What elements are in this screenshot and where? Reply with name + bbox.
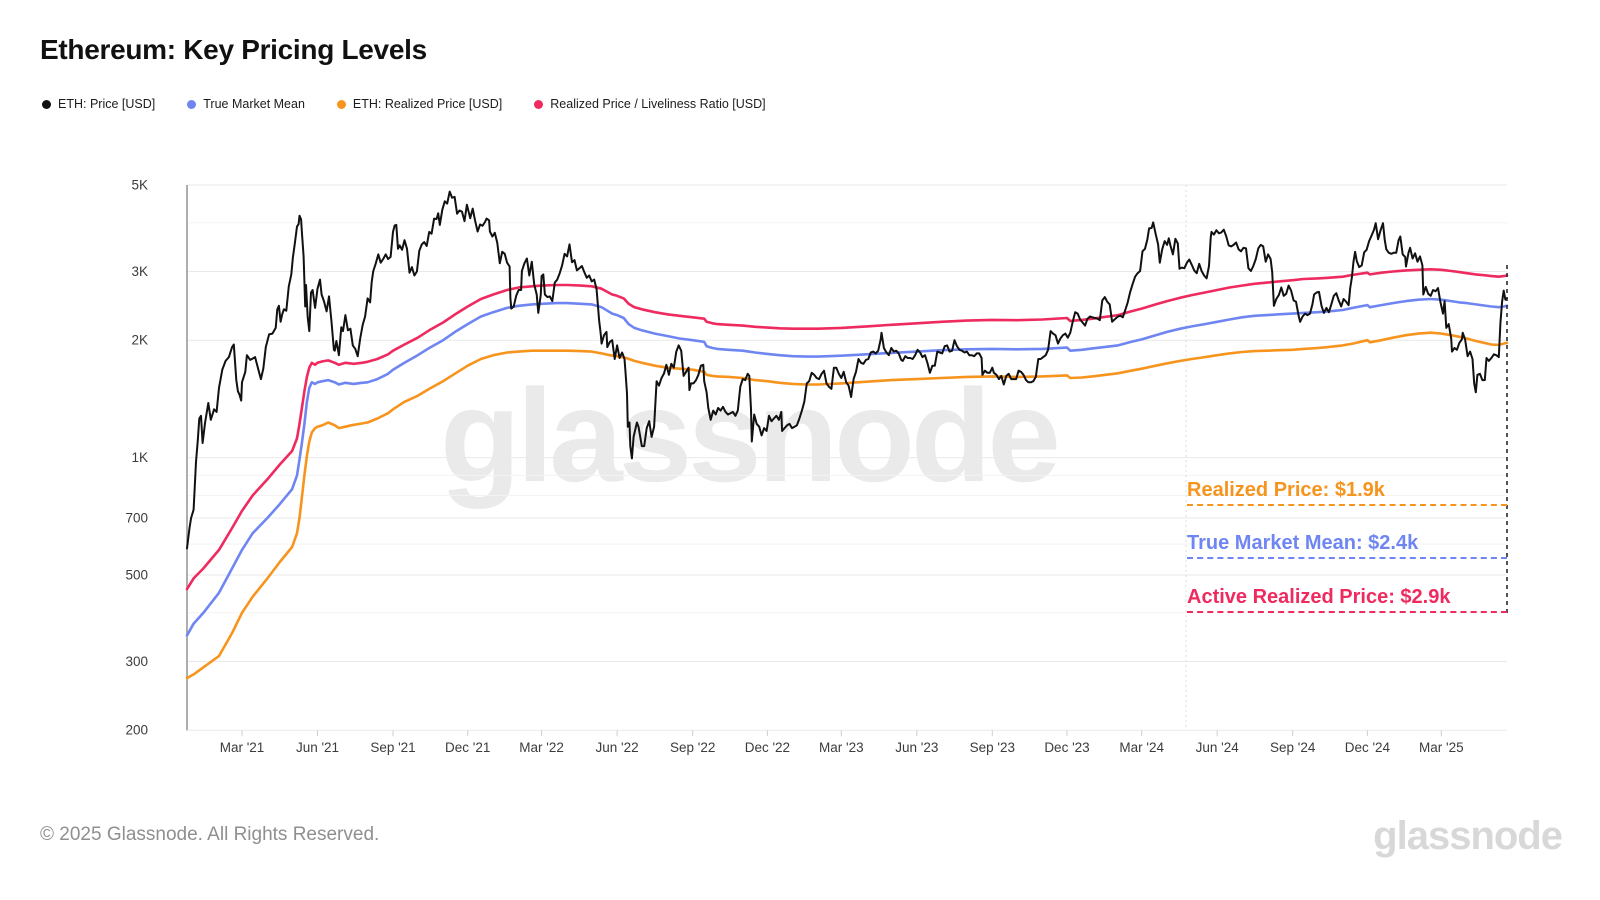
legend-dot-icon — [187, 99, 197, 109]
x-axis-label: Jun '21 — [296, 740, 339, 755]
legend-dot-icon — [336, 99, 346, 109]
legend-label: Realized Price / Liveliness Ratio [USD] — [550, 97, 766, 111]
legend-item-liveliness-ratio-line[interactable]: Realized Price / Liveliness Ratio [USD] — [534, 97, 766, 111]
liveliness-ratio-line[interactable] — [185, 268, 1509, 591]
y-axis-label: 500 — [125, 568, 148, 583]
x-axis-label: Dec '22 — [745, 740, 790, 755]
legend-dot-icon — [42, 99, 51, 109]
legend-dot-icon — [534, 99, 544, 109]
y-axis-label: 1K — [131, 450, 148, 465]
x-axis-label: Sep '23 — [970, 740, 1015, 755]
x-axis-label: Dec '24 — [1345, 740, 1391, 755]
x-axis-label: Mar '23 — [819, 740, 864, 755]
y-axis-label: 2K — [131, 333, 148, 348]
y-axis-label: 3K — [131, 264, 148, 279]
y-axis-label: 700 — [125, 511, 148, 526]
legend-item-true-market-mean-line[interactable]: True Market Mean — [187, 97, 305, 111]
eth-price-line[interactable] — [186, 190, 1508, 550]
x-axis-label: Jun '23 — [895, 740, 938, 755]
annotation-active-realized-price: Active Realized Price: $2.9k — [1187, 585, 1507, 613]
realized-price-line[interactable] — [185, 331, 1509, 680]
x-axis-label: Sep '21 — [370, 740, 415, 755]
x-axis-label: Sep '24 — [1270, 740, 1316, 755]
x-axis-label: Mar '22 — [519, 740, 564, 755]
legend: ETH: Price [USD] True Market Mean ETH: Rea… — [42, 97, 766, 111]
x-axis-label: Dec '21 — [445, 740, 490, 755]
x-axis-label: Jun '24 — [1196, 740, 1240, 755]
annotation-active-realized-price-label: Active Realized Price: $2.9k — [1187, 586, 1451, 608]
y-axis-label: 200 — [125, 723, 148, 738]
x-axis-label: Mar '24 — [1119, 740, 1164, 755]
true-market-mean-line[interactable] — [185, 297, 1509, 637]
x-axis-label: Mar '25 — [1419, 740, 1464, 755]
x-axis-label: Sep '22 — [670, 740, 715, 755]
annotation-true-market-mean: True Market Mean: $2.4k — [1187, 531, 1507, 559]
x-axis-label: Dec '23 — [1044, 740, 1089, 755]
annotation-true-market-mean-label: True Market Mean: $2.4k — [1187, 532, 1419, 554]
legend-label: ETH: Realized Price [USD] — [352, 97, 503, 111]
legend-label: True Market Mean — [203, 97, 305, 111]
legend-label: ETH: Price [USD] — [58, 97, 156, 111]
copyright-text: © 2025 Glassnode. All Rights Reserved. — [40, 824, 380, 845]
page-title: Ethereum: Key Pricing Levels — [40, 34, 427, 65]
glassnode-logo: glassnode — [1373, 814, 1563, 858]
x-axis-label: Jun '22 — [596, 740, 639, 755]
annotation-realized-price: Realized Price: $1.9k — [1187, 478, 1507, 506]
legend-item-eth-price-line[interactable]: ETH: Price [USD] — [42, 97, 155, 111]
x-axis-label: Mar '21 — [220, 740, 265, 755]
y-axis-label: 5K — [131, 178, 148, 193]
annotation-realized-price-label: Realized Price: $1.9k — [1187, 479, 1385, 501]
legend-item-realized-price-line[interactable]: ETH: Realized Price [USD] — [336, 97, 503, 111]
y-axis-label: 300 — [125, 654, 148, 669]
